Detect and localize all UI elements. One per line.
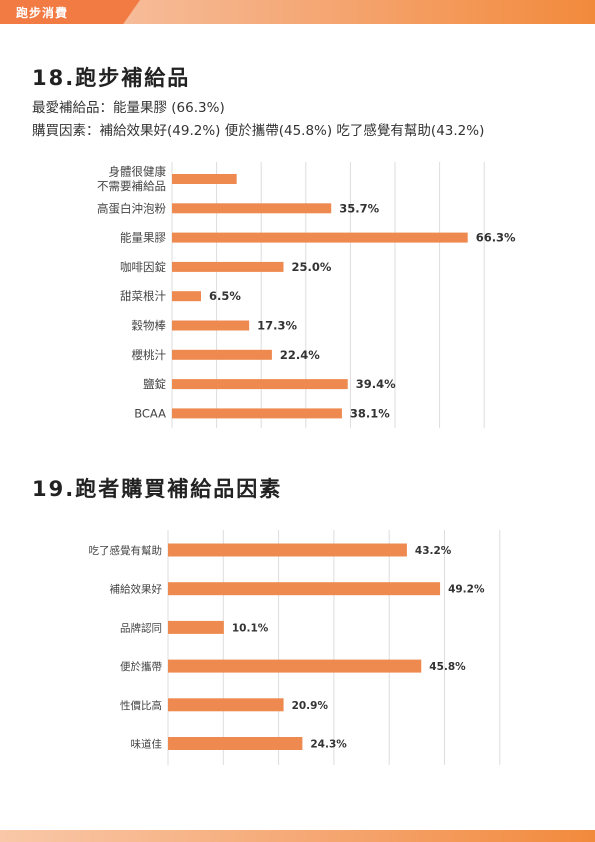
category-label: 甜菜根汁 xyxy=(120,289,166,303)
value-label: 17.3% xyxy=(257,319,297,333)
value-label: 43.2% xyxy=(415,545,452,557)
category-label: 便於攜帶 xyxy=(120,660,162,673)
category-label: 品牌認同 xyxy=(120,621,162,634)
value-label: 39.4% xyxy=(356,377,396,391)
category-label: 高蛋白沖泡粉 xyxy=(97,201,166,215)
bar xyxy=(168,620,224,634)
bar xyxy=(172,203,332,214)
bar xyxy=(168,543,407,557)
category-label: 櫻桃汁 xyxy=(132,348,167,362)
value-label: 66.3% xyxy=(476,231,516,245)
bar xyxy=(172,174,237,184)
section-18-summary-line1: 最愛補給品：能量果膠 (66.3%) xyxy=(32,100,225,116)
value-label: 6.5% xyxy=(209,289,241,303)
bottom-banner xyxy=(0,830,595,842)
value-label: 25.0% xyxy=(292,260,332,274)
value-label: 38.1% xyxy=(350,406,390,420)
section-18-summary-line2: 購買因素：補給效果好(49.2%) 便於攜帶(45.8%) 吃了感覺有幫助(43… xyxy=(32,123,485,139)
bar xyxy=(168,659,422,673)
category-label: 味道佳 xyxy=(131,738,163,751)
category-label: 穀物棒 xyxy=(132,319,167,333)
category-label: 咖啡因錠 xyxy=(120,260,166,274)
purchase-factor-chart: 吃了感覺有幫助 43.2% 補給效果好 49.2% 品牌認同 10.1% 便於攜帶 45.8%… xyxy=(89,530,501,765)
category-label: 身體很健康不需要補給品 xyxy=(97,164,166,193)
category-label: 補給效果好 xyxy=(110,583,163,596)
bar xyxy=(168,582,441,596)
value-label: 20.9% xyxy=(292,700,329,712)
category-label: BCAA xyxy=(134,406,166,420)
category-label: 鹽錠 xyxy=(143,377,166,391)
category-label: 吃了感覺有幫助 xyxy=(89,544,163,557)
section-tab: 跑步消費 xyxy=(0,0,140,24)
section-19-title: 19.跑者購買補給品因素 xyxy=(32,477,283,501)
bar xyxy=(172,379,348,390)
bar xyxy=(168,698,284,712)
category-label: 性價比高 xyxy=(120,699,162,712)
bar xyxy=(172,291,201,302)
section-18-title: 18.跑步補給品 xyxy=(32,66,191,90)
bar xyxy=(172,349,272,360)
bar xyxy=(172,320,250,331)
bar xyxy=(172,232,468,243)
value-label: 24.3% xyxy=(310,739,347,751)
section-tab-label: 跑步消費 xyxy=(16,6,69,20)
bar xyxy=(172,408,342,419)
bar xyxy=(172,261,284,272)
value-label: 49.2% xyxy=(448,584,485,596)
value-label: 10.1% xyxy=(232,622,269,634)
bar xyxy=(168,737,303,750)
value-label: 35.7% xyxy=(339,201,379,215)
value-label: 45.8% xyxy=(429,661,466,673)
category-label: 能量果膠 xyxy=(120,231,166,245)
value-label: 22.4% xyxy=(280,348,320,362)
